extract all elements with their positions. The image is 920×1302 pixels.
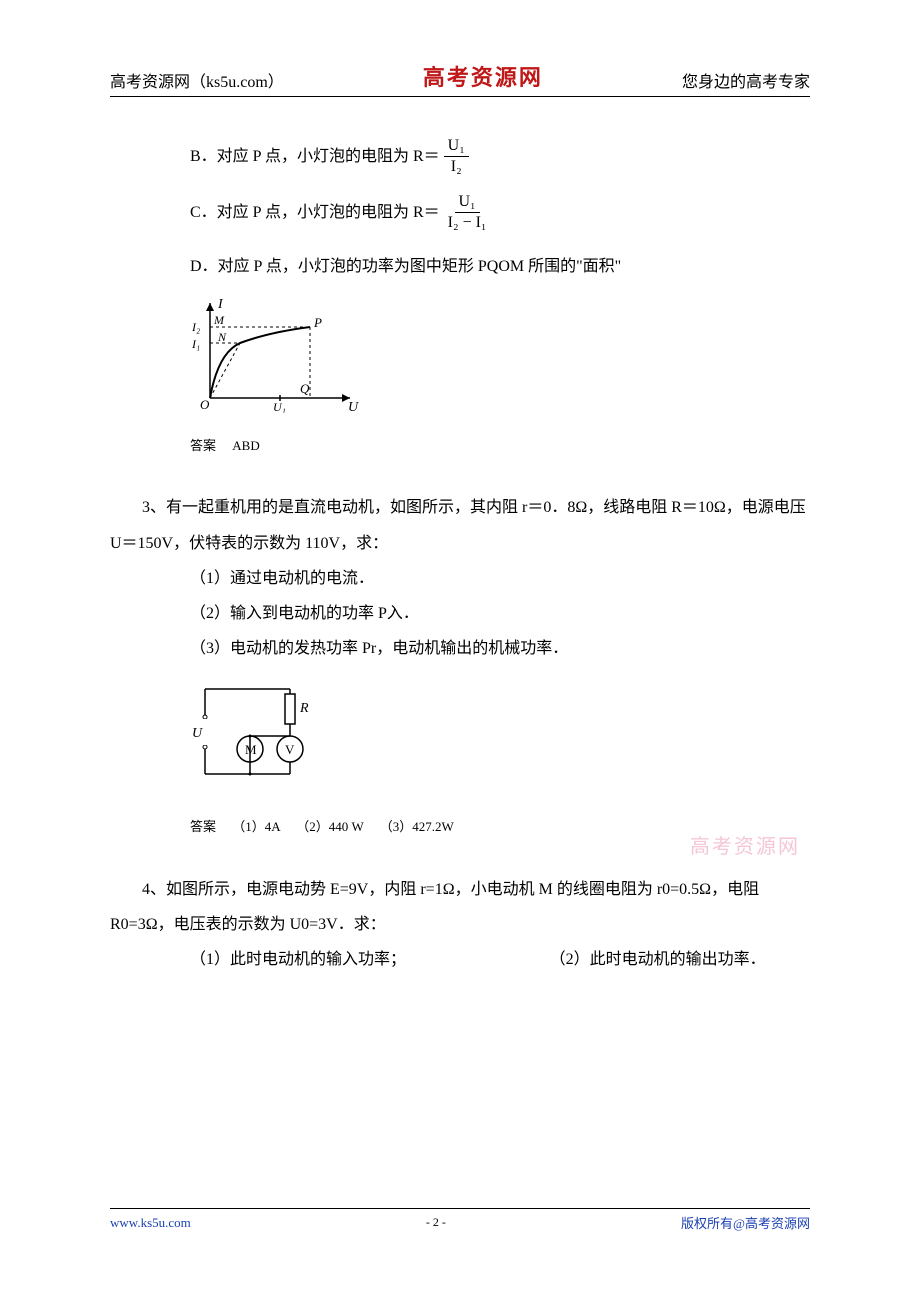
fraction-b: U₁ I₂: [444, 137, 469, 175]
header-center: 高考资源网: [423, 60, 543, 92]
iv-curve-svg: I U I₂ I₁ M N P Q O U₁: [190, 293, 360, 413]
svg-text:M: M: [213, 313, 225, 327]
svg-text:N: N: [217, 330, 227, 344]
problem-3-intro: 3、有一起重机用的是直流电动机，如图所示，其内阻 r＝0．8Ω，线路电阻 R＝1…: [110, 490, 810, 560]
svg-text:I: I: [217, 297, 224, 312]
option-d-text: D．对应 P 点，小灯泡的功率为图中矩形 PQOM 所围的"面积": [190, 249, 621, 284]
svg-text:I₁: I₁: [191, 337, 200, 351]
frac-b-den: I₂: [447, 157, 466, 176]
footer-center: - 2 -: [426, 1215, 446, 1230]
circuit-svg: M V U R: [190, 674, 320, 794]
svg-text:P: P: [313, 315, 322, 330]
option-b: B．对应 P 点，小灯泡的电阻为 R＝ U₁ I₂: [190, 137, 810, 175]
problem-3-q1: （1）通过电动机的电流．: [190, 561, 810, 596]
answer-2-label: 答案: [190, 438, 216, 453]
header-left: 高考资源网（ks5u.com）: [110, 68, 284, 92]
circuit-diagram: M V U R: [190, 674, 810, 807]
svg-text:O: O: [200, 397, 210, 412]
svg-text:U₁: U₁: [273, 400, 286, 413]
problem-4-q2: （2）此时电动机的输出功率．: [550, 942, 766, 977]
problem-4-questions: （1）此时电动机的输入功率； （2）此时电动机的输出功率．: [190, 942, 810, 977]
page-header: 高考资源网（ks5u.com） 高考资源网 您身边的高考专家: [110, 60, 810, 97]
frac-c-den: I₂ − I₁: [444, 213, 491, 232]
page: 高考资源网（ks5u.com） 高考资源网 您身边的高考专家 B．对应 P 点，…: [0, 0, 920, 1302]
answer-2-value: ABD: [232, 438, 259, 453]
header-right: 您身边的高考专家: [682, 68, 810, 92]
problem-4-intro: 4、如图所示，电源电动势 E=9V，内阻 r=1Ω，小电动机 M 的线圈电阻为 …: [110, 872, 810, 942]
problem-4: 4、如图所示，电源电动势 E=9V，内阻 r=1Ω，小电动机 M 的线圈电阻为 …: [110, 872, 810, 978]
svg-text:R: R: [299, 701, 309, 716]
footer-right: 版权所有@高考资源网: [681, 1213, 810, 1232]
answer-3-a2: （2）440 W: [296, 819, 363, 834]
svg-text:I₂: I₂: [191, 320, 200, 334]
frac-c-num: U₁: [455, 193, 480, 213]
frac-b-num: U₁: [444, 137, 469, 157]
svg-text:U: U: [348, 400, 359, 413]
svg-text:Q: Q: [300, 381, 310, 396]
fraction-c: U₁ I₂ − I₁: [444, 193, 491, 231]
answer-3-a1: （1）4A: [232, 819, 280, 834]
watermark: 高考资源网: [690, 830, 800, 859]
footer-left: www.ks5u.com: [110, 1215, 191, 1231]
svg-text:V: V: [285, 742, 295, 757]
answer-2: 答案 ABD: [190, 432, 810, 461]
option-c: C．对应 P 点，小灯泡的电阻为 R＝ U₁ I₂ − I₁: [190, 193, 810, 231]
option-c-text: C．对应 P 点，小灯泡的电阻为 R＝: [190, 195, 440, 230]
problem-3-q2: （2）输入到电动机的功率 P入．: [190, 596, 810, 631]
svg-text:M: M: [245, 742, 257, 757]
problem-4-q1: （1）此时电动机的输入功率；: [190, 942, 550, 977]
answer-3-label: 答案: [190, 819, 216, 834]
option-d: D．对应 P 点，小灯泡的功率为图中矩形 PQOM 所围的"面积": [190, 249, 810, 284]
page-footer: www.ks5u.com - 2 - 版权所有@高考资源网: [110, 1208, 810, 1232]
svg-text:U: U: [192, 726, 203, 741]
answer-3-a3: （3）427.2W: [380, 819, 454, 834]
problem-3: 3、有一起重机用的是直流电动机，如图所示，其内阻 r＝0．8Ω，线路电阻 R＝1…: [110, 490, 810, 666]
iv-curve-graph: I U I₂ I₁ M N P Q O U₁: [190, 293, 810, 426]
problem-3-q3: （3）电动机的发热功率 Pr，电动机输出的机械功率．: [190, 631, 810, 666]
option-b-text: B．对应 P 点，小灯泡的电阻为 R＝: [190, 139, 440, 174]
